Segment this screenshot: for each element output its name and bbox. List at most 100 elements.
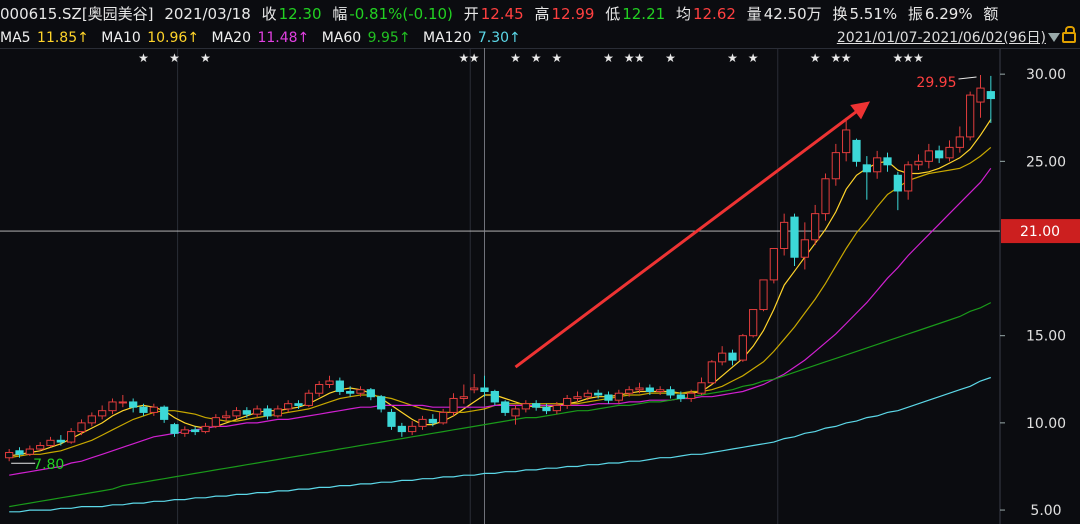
candle-body — [811, 213, 820, 241]
ma120-label: MA120 — [423, 30, 472, 46]
ma5-label: MA5 — [0, 30, 31, 46]
lock-icon[interactable] — [1062, 26, 1076, 43]
event-star: ★ — [892, 51, 903, 65]
candle — [149, 403, 158, 416]
candle-body — [418, 418, 427, 427]
candle — [242, 407, 251, 418]
candle — [738, 333, 747, 362]
candles-group — [5, 75, 995, 462]
close-value: 12.30 — [278, 5, 322, 23]
event-star: ★ — [200, 51, 211, 65]
candle-body — [707, 361, 716, 384]
candle-body — [170, 424, 179, 434]
ma10-line — [9, 146, 992, 459]
ma20-label: MA20 — [211, 30, 251, 46]
candle-body — [790, 216, 799, 258]
candle-body — [325, 380, 334, 386]
candle-body — [77, 422, 86, 433]
candle — [387, 408, 396, 430]
candle — [873, 150, 882, 179]
max-price-label: 29.95 — [916, 75, 956, 91]
candlestick-chart[interactable]: ★ ★ ★ ★ ★ ★ ★ ★ ★ ★ ★ ★ ★ ★ ★ ★ ★ ★ ★ ★ 29.957.80 30.0025.0… — [0, 48, 1080, 524]
candle-body — [935, 150, 944, 159]
candle — [428, 414, 437, 427]
candle — [728, 349, 737, 366]
candle — [191, 426, 200, 436]
open-value: 12.45 — [480, 5, 524, 23]
candle — [645, 384, 654, 395]
candle — [273, 405, 282, 418]
candle-body — [36, 445, 45, 450]
event-star: ★ — [169, 51, 180, 65]
candle-body — [377, 396, 386, 410]
candle — [98, 405, 107, 420]
volume-label: 量 — [746, 5, 762, 23]
candle-body — [25, 448, 34, 455]
candle-body — [149, 406, 158, 413]
candle-body — [108, 401, 117, 412]
candle — [594, 389, 603, 399]
candle-body — [501, 401, 510, 413]
y-tick-label: 15.00 — [1026, 329, 1066, 345]
candle-body — [201, 425, 210, 433]
candle-body — [893, 174, 902, 192]
candle — [118, 394, 127, 408]
event-star: ★ — [603, 51, 614, 65]
candle-body — [718, 352, 727, 363]
candle-body — [780, 221, 789, 250]
candle-body — [594, 392, 603, 396]
candle-body — [749, 309, 758, 337]
candle-body — [449, 397, 458, 413]
candle — [563, 394, 572, 409]
candle — [418, 415, 427, 430]
quote-header: 000615.SZ[奥园美谷] 2021/03/18 收 12.30 幅 -0.81… — [0, 0, 1080, 28]
candle — [408, 421, 417, 436]
candle — [170, 422, 179, 437]
event-star: ★ — [830, 51, 841, 65]
candle — [263, 405, 272, 420]
high-label: 高 — [534, 5, 550, 23]
candle-body — [118, 401, 127, 404]
candle-body — [273, 408, 282, 417]
candle — [480, 375, 489, 397]
event-star: ★ — [458, 51, 469, 65]
y-tick-label: 5.00 — [1030, 503, 1061, 519]
min-price-label: 7.80 — [33, 457, 64, 473]
candle-body — [583, 392, 592, 398]
candle-body — [904, 164, 913, 192]
candle-body — [335, 380, 344, 392]
candle-body — [211, 417, 220, 427]
candle — [284, 400, 293, 413]
candle — [604, 391, 613, 404]
candle-body — [769, 248, 778, 281]
candle — [25, 445, 34, 456]
dropdown-triangle-icon[interactable] — [1048, 33, 1060, 42]
candle-body — [573, 396, 582, 399]
ma10-label: MA10 — [101, 30, 141, 46]
date-range-selector[interactable]: 2021/01/07-2021/06/02(96日) — [836, 30, 1046, 46]
avg-label: 均 — [675, 5, 691, 23]
event-star: ★ — [913, 51, 924, 65]
ma120-value: 7.30↑ — [477, 30, 521, 46]
candle-body — [56, 439, 65, 443]
candle-body — [614, 392, 623, 401]
crosshair-price-box — [1001, 219, 1080, 244]
candle — [46, 436, 55, 448]
candle — [335, 377, 344, 395]
candle-body — [180, 429, 189, 434]
candle — [366, 388, 375, 401]
candle-body — [439, 411, 448, 424]
candle — [666, 386, 675, 399]
candle — [883, 152, 892, 172]
candle — [955, 126, 964, 153]
candle-body — [253, 408, 262, 415]
candle-body — [759, 279, 768, 311]
candle-body — [955, 136, 964, 148]
candle-body — [315, 384, 324, 394]
candle-body — [304, 392, 313, 406]
candle-body — [552, 404, 561, 412]
candle-body — [480, 387, 489, 392]
candle-body — [821, 178, 830, 215]
candle-body — [635, 387, 644, 391]
ma60-label: MA60 — [321, 30, 362, 46]
